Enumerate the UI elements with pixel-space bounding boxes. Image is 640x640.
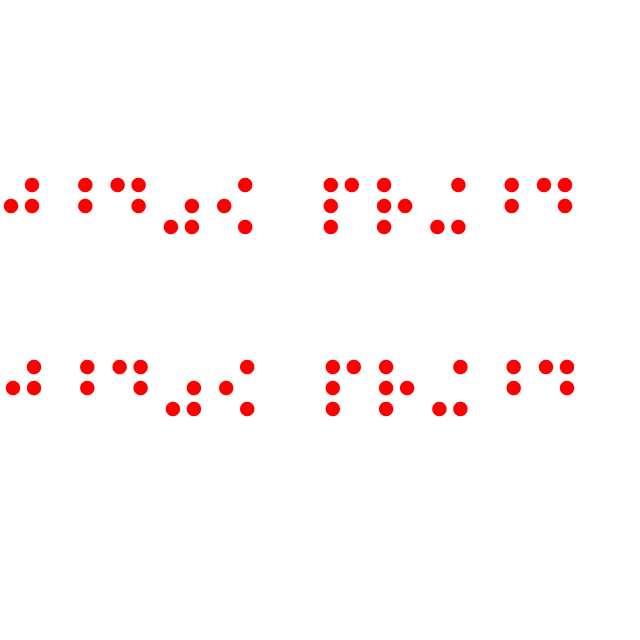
braille-dots-layer <box>3 177 575 417</box>
braille-dot <box>378 380 394 396</box>
braille-cell <box>163 198 200 235</box>
braille-dot <box>506 380 521 396</box>
braille-cell <box>80 359 95 396</box>
braille-dot <box>217 198 232 214</box>
braille-dot <box>399 380 415 396</box>
braille-dot <box>3 198 19 214</box>
braille-dot <box>133 380 148 396</box>
braille-dot <box>451 219 466 235</box>
braille-cell <box>506 359 521 396</box>
braille-dot <box>133 359 148 375</box>
braille-dot <box>78 177 93 193</box>
braille-dot <box>26 359 42 375</box>
braille-dot <box>504 198 519 214</box>
braille-dot <box>559 380 575 396</box>
braille-dot <box>5 380 21 396</box>
braille-cell <box>3 177 40 214</box>
braille-dot <box>238 177 253 193</box>
braille-cell <box>432 359 468 417</box>
braille-dot <box>325 401 340 417</box>
braille-dot <box>323 177 338 193</box>
braille-dot <box>112 359 127 375</box>
braille-dot <box>376 219 392 235</box>
braille-dot <box>240 359 255 375</box>
braille-dot <box>376 177 392 193</box>
braille-dot <box>163 219 179 235</box>
braille-dot <box>184 219 200 235</box>
braille-dot <box>238 219 253 235</box>
braille-dot <box>80 359 95 375</box>
braille-dot <box>325 380 340 396</box>
braille-cell <box>219 359 255 417</box>
braille-cell <box>165 380 202 417</box>
braille-dot <box>378 401 394 417</box>
braille-dot <box>344 177 359 193</box>
braille-cell <box>378 359 415 417</box>
braille-cell <box>430 177 466 235</box>
braille-dot <box>186 380 202 396</box>
braille-dot <box>325 359 340 375</box>
braille-dot <box>26 380 42 396</box>
braille-dot <box>378 359 394 375</box>
braille-dot <box>24 177 40 193</box>
braille-dot <box>451 177 466 193</box>
braille-line-2 <box>5 359 575 417</box>
braille-cell <box>325 359 361 417</box>
braille-dot <box>110 177 125 193</box>
braille-cell <box>536 177 573 214</box>
braille-cell <box>5 359 42 396</box>
braille-cell <box>78 177 93 214</box>
braille-dot <box>432 401 447 417</box>
braille-dot <box>538 359 554 375</box>
braille-dot <box>559 359 575 375</box>
braille-dot <box>24 198 40 214</box>
braille-dot <box>80 380 95 396</box>
braille-cell <box>323 177 359 235</box>
braille-dot <box>323 198 338 214</box>
braille-dot <box>131 177 146 193</box>
braille-dot <box>184 198 200 214</box>
braille-cell <box>376 177 413 235</box>
braille-dot <box>397 198 413 214</box>
braille-cell <box>538 359 575 396</box>
braille-dot <box>557 177 573 193</box>
braille-dot <box>506 359 521 375</box>
braille-dot <box>240 401 255 417</box>
braille-dot <box>131 198 146 214</box>
braille-dot <box>376 198 392 214</box>
braille-dot <box>346 359 361 375</box>
braille-dot <box>165 401 181 417</box>
braille-dot <box>323 219 338 235</box>
braille-dot <box>78 198 93 214</box>
braille-dot <box>453 401 468 417</box>
braille-dot <box>453 359 468 375</box>
braille-dot <box>430 219 445 235</box>
braille-cell <box>112 359 148 396</box>
braille-dot <box>219 380 234 396</box>
braille-cell <box>217 177 253 235</box>
braille-cell <box>504 177 519 214</box>
braille-cell <box>110 177 146 214</box>
braille-dot <box>557 198 573 214</box>
braille-dot <box>504 177 519 193</box>
braille-dot <box>536 177 552 193</box>
braille-line-1 <box>3 177 573 235</box>
braille-dot <box>186 401 202 417</box>
